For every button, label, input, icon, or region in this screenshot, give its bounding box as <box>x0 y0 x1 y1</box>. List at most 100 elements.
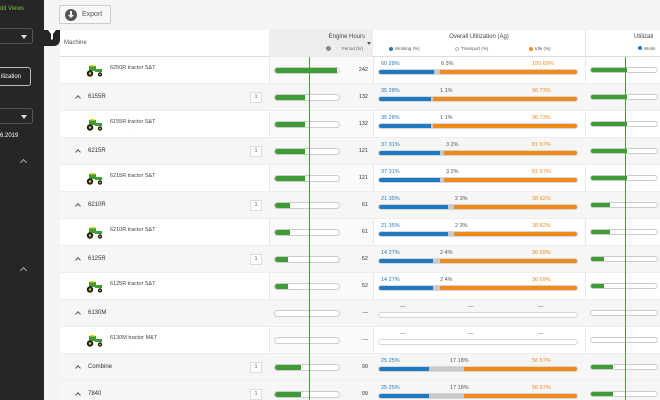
working-label: — <box>400 331 406 337</box>
idle-segment <box>440 259 577 263</box>
transport-segment <box>430 124 433 128</box>
chevron-up-icon[interactable] <box>75 203 81 209</box>
count-badge: 1 <box>250 389 262 400</box>
utilization-2-bar <box>590 175 658 181</box>
engine-hours-fill <box>275 176 306 181</box>
header-utilization-2[interactable]: Utilizati Worki <box>585 30 660 57</box>
utilization-2-fill <box>591 284 605 288</box>
chevron-up-icon[interactable] <box>75 95 81 101</box>
legend-idle: Idle (%) <box>529 46 551 51</box>
overall-utilization-title: Overall Utilization (Ag) <box>449 34 509 40</box>
tractor-icon <box>86 281 103 293</box>
working-dot-icon <box>389 46 393 51</box>
engine-average-line <box>309 57 310 400</box>
chevron-up-icon[interactable] <box>75 392 81 398</box>
chevron-up-icon[interactable] <box>75 149 81 155</box>
idle-label: 81 67% <box>532 169 551 175</box>
tractor-icon <box>86 65 103 77</box>
utilization-bar <box>378 231 578 237</box>
legend-working-label: Working (%) <box>395 46 420 51</box>
group-row[interactable]: 6210R 1 61 21 35% 2 3% 38 62% <box>60 192 660 219</box>
machine-name[interactable]: 6130M tractor M&T <box>110 335 158 341</box>
transport-label: 2 4% <box>440 277 453 283</box>
engine-hours-fill <box>275 230 291 235</box>
group-row[interactable]: 6155R 1 132 35 28% 1 1% 96 73% <box>60 84 660 111</box>
machine-sub: · · <box>132 343 136 348</box>
machine-name[interactable]: 6125R tractor S&T <box>110 281 156 287</box>
transport-label: — <box>468 331 474 337</box>
utilization-bar <box>378 339 578 345</box>
engine-hours-bar <box>274 175 340 182</box>
machine-name[interactable]: 6155R tractor S&T <box>110 119 156 125</box>
engine-hours-bar <box>274 229 340 236</box>
sidebar-select-2[interactable] <box>0 108 33 124</box>
group-name: 6155R <box>88 94 106 100</box>
sidebar-select-1[interactable] <box>0 28 33 44</box>
header-engine-hours[interactable]: Engine Hours Period (hr) <box>269 30 373 57</box>
machine-row[interactable]: 6130M tractor M&T · · — — — — <box>60 327 660 354</box>
working-segment <box>379 151 441 155</box>
idle-segment <box>454 205 577 209</box>
sidebar: dit Views ilization 6.2019 <box>0 0 44 400</box>
working-segment <box>379 259 433 263</box>
group-name: Combine <box>88 364 113 370</box>
chevron-up-icon[interactable] <box>19 266 28 275</box>
machine-name[interactable]: 6215R tractor S&T <box>110 173 156 179</box>
group-row[interactable]: Combine 1 99 25 25% 17 18% 56 57% <box>60 354 660 381</box>
idle-dot-icon <box>529 46 533 51</box>
machine-row[interactable]: 6250R tractor S&T 242 60 28% 6 3% 155 69% <box>60 51 660 84</box>
header-overall-utilization[interactable]: Overall Utilization (Ag) Working (%) Tra… <box>373 30 585 57</box>
engine-hours-bar <box>274 121 340 128</box>
period-label: Period (hr) <box>341 46 363 51</box>
utilization-2-bar <box>590 364 658 370</box>
engine-hours-value: 61 <box>361 229 368 235</box>
transport-label: 6 3% <box>441 61 454 67</box>
utilization-2-bar <box>590 67 658 73</box>
transport-segment <box>448 232 455 236</box>
working-label: 37 31% <box>381 169 400 175</box>
count-badge: 1 <box>250 254 262 265</box>
utilization-2-bar <box>590 202 658 208</box>
utilization-bar <box>378 150 578 156</box>
chevron-up-icon[interactable] <box>19 158 28 167</box>
utilization-average-line <box>625 57 626 400</box>
utilization-2-bar <box>590 256 658 262</box>
transport-label: 17 18% <box>450 385 469 391</box>
idle-label: 56 57% <box>532 385 551 391</box>
engine-hours-bar <box>274 94 340 101</box>
utilization-2-bar <box>590 391 658 397</box>
utilization-button[interactable]: ilization <box>0 67 31 86</box>
group-row[interactable]: 6125R 1 52 14 27% 2 4% 36 69% <box>60 246 660 273</box>
idle-segment <box>444 151 577 155</box>
engine-hours-fill <box>275 203 291 208</box>
machine-row[interactable]: 6125R tractor S&T 52 14 27% 2 4% 36 69% <box>60 273 660 300</box>
idle-label: 96 73% <box>532 88 551 94</box>
utilization-bar <box>378 393 578 399</box>
group-row[interactable]: 6215R 1 121 37 31% 3 2% 81 67% <box>60 138 660 165</box>
utilization-bar <box>378 285 578 291</box>
chevron-up-icon[interactable] <box>75 365 81 371</box>
chevron-up-icon[interactable] <box>75 257 81 263</box>
group-row[interactable]: 6130M — — — — <box>60 300 660 327</box>
tractor-icon <box>86 173 103 185</box>
working-label: 21 35% <box>381 196 400 202</box>
engine-hours-value: 61 <box>361 202 368 208</box>
engine-hours-value: 242 <box>358 67 368 73</box>
machine-row[interactable]: 6210R tractor S&T 61 21 35% 2 3% 38 62% <box>60 219 660 246</box>
machine-row[interactable]: 6215R tractor S&T 121 37 31% 3 2% 81 67% <box>60 165 660 192</box>
utilization-2-fill <box>591 149 628 153</box>
saved-views-link[interactable]: dit Views <box>0 6 24 12</box>
machine-name[interactable]: 6250R tractor S&T <box>110 65 156 71</box>
utilization-bar <box>378 96 578 102</box>
machine-name[interactable]: 6210R tractor S&T <box>110 227 156 233</box>
chevron-up-icon[interactable] <box>75 311 81 317</box>
export-button[interactable]: Export <box>59 5 111 24</box>
engine-hours-bar <box>274 364 340 371</box>
machine-row[interactable]: 6155R tractor S&T · · 132 35 28% 1 1% 96 73% <box>60 111 660 138</box>
tractor-icon <box>86 227 103 239</box>
group-row[interactable]: 7840 1 99 25 25% 17 18% 56 57% <box>60 381 660 400</box>
engine-hours-value: 121 <box>358 148 368 154</box>
header-machine[interactable]: Machine <box>64 40 87 46</box>
utilization-2-title: Utilizati <box>634 34 654 40</box>
